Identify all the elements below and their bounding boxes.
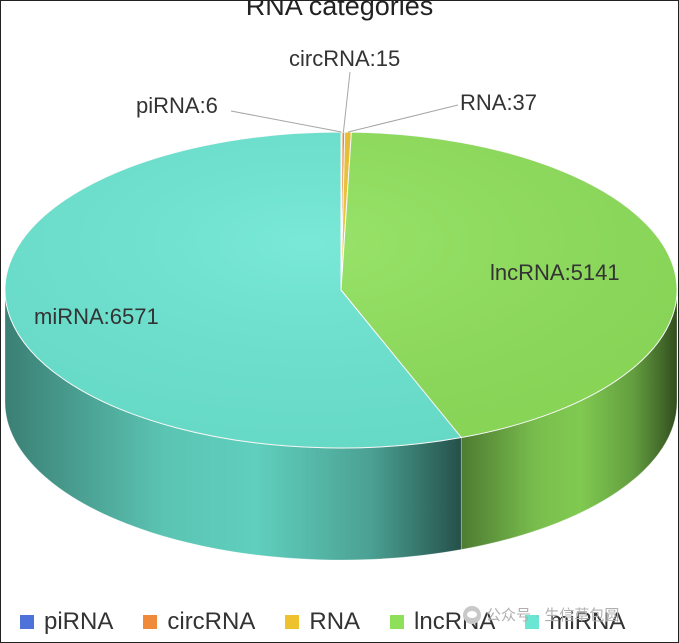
legend-swatch bbox=[143, 615, 158, 629]
watermark: 公众号 · 生信草包圆 bbox=[463, 604, 619, 625]
watermark-text: 公众号 · 生信草包圆 bbox=[486, 607, 620, 624]
chart-title: RNA categories bbox=[245, 0, 434, 21]
legend-label: circRNA bbox=[167, 608, 256, 635]
legend-item-lncRNA: lncRNA bbox=[390, 608, 495, 636]
legend-swatch bbox=[525, 615, 540, 629]
legend-label: RNA bbox=[309, 608, 361, 635]
legend: piRNA circRNA RNA lncRNA miRNA bbox=[20, 608, 655, 636]
data-label-circRNA: circRNA:15 bbox=[289, 46, 400, 71]
legend-label: lncRNA bbox=[414, 608, 496, 635]
data-label-miRNA: miRNA:6571 bbox=[34, 304, 159, 329]
data-label-lncRNA: lncRNA:5141 bbox=[490, 260, 620, 285]
legend-item-piRNA: piRNA bbox=[20, 608, 113, 636]
legend-swatch bbox=[390, 615, 405, 629]
leader-line-circRNA bbox=[342, 71, 351, 133]
legend-swatch bbox=[20, 615, 34, 629]
legend-label: miRNA bbox=[549, 608, 626, 635]
leader-line-RNA bbox=[347, 104, 459, 133]
legend-item-circRNA: circRNA bbox=[143, 608, 255, 636]
legend-item-RNA: RNA bbox=[285, 608, 360, 636]
legend-label: piRNA bbox=[44, 608, 114, 635]
legend-item-miRNA: miRNA bbox=[525, 608, 625, 636]
pie-top-shading bbox=[5, 132, 677, 448]
legend-swatch bbox=[285, 615, 300, 629]
wechat-icon bbox=[463, 605, 481, 624]
data-label-RNA: RNA:37 bbox=[460, 90, 537, 115]
data-label-piRNA: piRNA:6 bbox=[136, 93, 218, 118]
leader-line-piRNA bbox=[230, 110, 342, 133]
